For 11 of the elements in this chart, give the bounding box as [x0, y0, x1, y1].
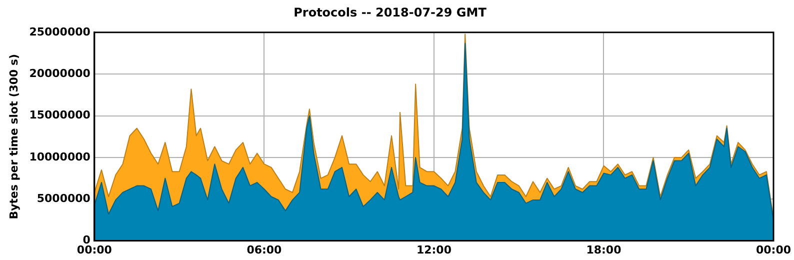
y-tick-label: 20000000: [29, 66, 91, 80]
y-tick-label: 5000000: [36, 192, 91, 205]
y-tick-label: 25000000: [29, 25, 91, 38]
x-tick-label: 06:00: [246, 243, 282, 256]
x-tick-label: 18:00: [586, 243, 622, 256]
y-axis-title: Bytes per time slot (300 s): [7, 54, 20, 220]
y-tick-label: 15000000: [29, 108, 91, 122]
chart-title: Protocols -- 2018-07-29 GMT: [294, 5, 488, 20]
x-tick-label: 00:00: [756, 243, 792, 256]
y-tick-label: 10000000: [29, 150, 91, 164]
x-tick-label: 12:00: [416, 243, 452, 256]
